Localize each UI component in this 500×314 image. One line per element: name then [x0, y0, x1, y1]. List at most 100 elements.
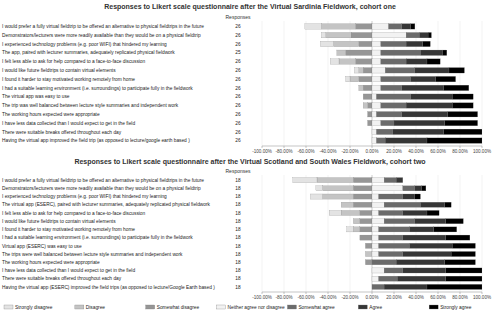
bar-segment — [353, 227, 360, 232]
response-count: 26 — [235, 86, 241, 91]
bar-segment — [372, 284, 384, 289]
category-label: The working hours expected were appropri… — [2, 112, 100, 117]
legend-label: Strongly agree — [440, 305, 472, 310]
bar-segment — [381, 76, 411, 81]
response-count: 26 — [235, 130, 241, 135]
legend-label: Neither agree nor disagree — [228, 305, 285, 310]
bar-segment — [427, 59, 440, 64]
bars — [293, 178, 482, 290]
bar-segment — [351, 32, 372, 37]
bar-segment — [379, 194, 403, 199]
bar-segment — [389, 24, 402, 29]
bar-segment — [396, 260, 444, 265]
bar-segment — [372, 85, 381, 90]
category-label: I have less data collected than I would … — [2, 268, 135, 273]
bar-segment — [385, 138, 427, 143]
bar-segment — [379, 210, 403, 215]
bar-segment — [379, 227, 410, 232]
category-label: I experienced technology problems (e.g. … — [2, 42, 167, 47]
legend-swatch — [217, 305, 226, 309]
bar-segment — [341, 210, 360, 215]
category-label: Demonstrators/lecturers were more readil… — [2, 33, 201, 38]
bar-segment — [402, 178, 403, 183]
bar-segment — [384, 268, 403, 273]
bar-segment — [445, 202, 452, 207]
bar-segment — [372, 194, 379, 199]
response-count: 18 — [235, 186, 241, 191]
bar-segment — [359, 76, 372, 81]
bar-segment — [415, 68, 449, 73]
bar-segment — [372, 41, 381, 46]
bar-segment — [372, 68, 385, 73]
response-count: 18 — [235, 227, 241, 232]
bar-segment — [347, 227, 354, 232]
category-label: The virtual app was easy to use — [2, 94, 70, 99]
bar-segment — [420, 50, 442, 55]
bar-segment — [321, 24, 355, 29]
grid-line — [284, 175, 285, 292]
tick-label: 40.00% — [408, 295, 424, 300]
tick-mark — [372, 146, 373, 148]
bar-segment — [316, 186, 323, 191]
bar-segment — [372, 138, 376, 143]
bar-segment — [353, 178, 372, 183]
bar-segment — [310, 194, 322, 199]
bar-segment — [365, 251, 372, 256]
bar-segment — [394, 120, 445, 125]
bar-segment — [445, 120, 478, 125]
bar-segment — [372, 103, 381, 108]
legend-swatch — [146, 305, 155, 309]
tick-mark — [350, 146, 351, 148]
bar-segment — [406, 41, 423, 46]
grid-line — [394, 175, 395, 292]
bar-segment — [379, 251, 403, 256]
bar-segment — [363, 68, 372, 73]
bar-segment — [415, 194, 421, 199]
tick-mark — [394, 146, 395, 148]
tick-label: 80.00% — [452, 295, 468, 300]
grid-line — [460, 175, 461, 292]
bar-segment — [381, 41, 406, 46]
category-label: The virtual app (ESERC), paired with lec… — [2, 202, 211, 207]
bar-segment — [406, 32, 419, 37]
legend-label: Somewhat agree — [298, 305, 335, 310]
bar-segment — [368, 103, 372, 108]
bar-segment — [372, 251, 379, 256]
bar-segment — [446, 276, 482, 281]
response-count: 26 — [235, 94, 241, 99]
legend-swatch — [75, 305, 84, 309]
bar-segment — [444, 85, 469, 90]
bar-segment — [397, 276, 445, 281]
bar-segment — [376, 94, 410, 99]
tick-label: 20.00% — [386, 149, 402, 154]
bar-segment — [372, 24, 389, 29]
response-count: 26 — [235, 24, 241, 29]
response-count: 18 — [235, 252, 241, 257]
bar-segment — [385, 68, 415, 73]
bar-segment — [372, 59, 381, 64]
tick-mark — [416, 146, 417, 148]
bar-segment — [317, 178, 353, 183]
bar-segment — [379, 276, 398, 281]
legend-swatch — [358, 305, 367, 309]
tick-label: -60.00% — [297, 295, 314, 300]
tick-label: 60.00% — [430, 149, 446, 154]
bar-segment — [376, 138, 385, 143]
bar-segment — [381, 120, 394, 125]
bar-segment — [372, 260, 396, 265]
category-label: The trip was well balanced between lectu… — [2, 103, 179, 108]
response-count: 26 — [235, 42, 241, 47]
bar-segment — [372, 227, 379, 232]
tick-mark — [262, 292, 263, 294]
tick-label: 100.00% — [473, 295, 491, 300]
bar-segment — [403, 194, 415, 199]
tick-label: -60.00% — [297, 149, 314, 154]
bar-segment — [339, 59, 356, 64]
bar-segment — [403, 235, 446, 240]
bar-segment — [393, 129, 444, 134]
response-count: 18 — [235, 235, 241, 240]
bar-segment — [423, 41, 431, 46]
bar-segment — [403, 210, 427, 215]
category-label: The trips were well balanced between lec… — [2, 252, 183, 257]
response-count: 18 — [235, 202, 241, 207]
